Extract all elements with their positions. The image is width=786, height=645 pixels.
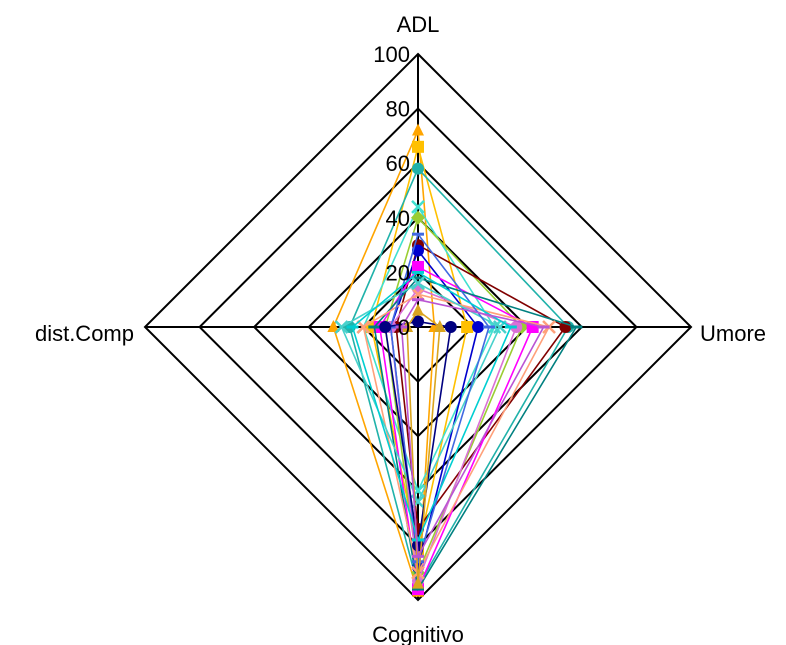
data-point — [411, 276, 425, 291]
data-point — [334, 320, 349, 334]
axis-label-dist-comp: dist.Comp — [35, 321, 134, 346]
data-point — [356, 320, 371, 334]
data-point — [461, 321, 474, 333]
tick-label-0: 0 — [398, 315, 410, 340]
data-point — [412, 260, 424, 273]
series-line — [332, 130, 436, 593]
series-15 — [346, 270, 517, 543]
data-point — [444, 321, 457, 333]
series-16 — [395, 298, 550, 560]
data-point — [412, 140, 424, 153]
data-point — [411, 199, 425, 214]
series-2 — [343, 162, 575, 593]
data-point — [412, 123, 424, 136]
axis-label-cognitivo: Cognitivo — [372, 622, 464, 645]
series-14 — [401, 303, 446, 589]
tick-label-80: 80 — [386, 97, 410, 122]
data-point — [379, 321, 392, 333]
data-point — [327, 320, 340, 332]
series-11 — [334, 276, 507, 509]
tick-label-20: 20 — [386, 260, 410, 285]
data-point — [433, 320, 446, 332]
tick-label-40: 40 — [386, 206, 410, 231]
data-point — [412, 576, 424, 589]
radar-series — [327, 123, 583, 597]
data-point — [412, 162, 424, 175]
tick-label-60: 60 — [386, 151, 410, 176]
data-point — [472, 321, 485, 333]
data-point — [412, 244, 424, 257]
data-point — [412, 303, 424, 316]
radial-tick-labels: 0 20 40 60 80 100 — [373, 42, 410, 340]
tick-label-100: 100 — [373, 42, 410, 67]
series-line — [351, 271, 512, 543]
axis-label-adl: ADL — [397, 12, 440, 37]
data-point — [412, 315, 424, 328]
data-point — [411, 210, 425, 225]
axis-label-umore: Umore — [700, 321, 766, 346]
